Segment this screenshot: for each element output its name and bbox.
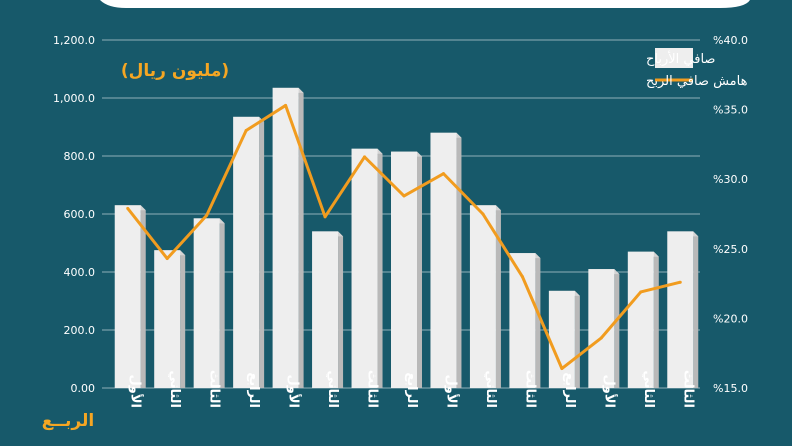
right-tick-label: %25.0 — [713, 243, 748, 256]
bar-front — [509, 253, 536, 388]
bar-front — [233, 116, 260, 388]
left-tick-label: 800.0 — [64, 150, 96, 163]
left-tick-label: 1,000.0 — [53, 92, 95, 105]
bar-front — [627, 251, 654, 388]
bar-side — [219, 218, 225, 388]
category-label: الثاني — [325, 370, 340, 408]
right-tick-label: %20.0 — [713, 312, 748, 325]
bar-side — [574, 290, 580, 388]
bar — [351, 148, 383, 388]
bar-side — [535, 253, 541, 388]
category-label: الثالث — [680, 370, 695, 408]
bar-front — [154, 250, 181, 388]
bar — [272, 87, 304, 388]
bar-side — [495, 205, 501, 388]
category-label: الثالث — [207, 370, 222, 408]
margin-point — [284, 103, 288, 107]
margin-point — [402, 194, 406, 198]
margin-point — [639, 290, 643, 294]
bar-side — [140, 205, 146, 388]
left-tick-label: 1,200.0 — [53, 34, 95, 47]
unit-label: (مليون ريال) — [121, 61, 229, 81]
right-tick-label: %40.0 — [713, 34, 748, 47]
left-tick-label: 400.0 — [64, 266, 96, 279]
bar-side — [180, 250, 186, 388]
margin-point — [205, 213, 209, 217]
category-label: الثاني — [167, 370, 182, 408]
margin-point — [520, 275, 524, 279]
right-tick-label: %15.0 — [713, 382, 748, 395]
bar-front — [548, 290, 575, 388]
margin-point — [599, 336, 603, 340]
margin-point — [481, 212, 485, 216]
bar — [588, 269, 620, 388]
right-tick-label: %35.0 — [713, 104, 748, 117]
left-tick-label: 0.00 — [71, 382, 96, 395]
margin-point — [678, 280, 682, 284]
bar — [193, 218, 225, 388]
bar-front — [114, 205, 141, 388]
category-label: الرابع — [562, 372, 577, 408]
category-label: الرابع — [404, 372, 419, 408]
bar — [430, 132, 462, 388]
bar-front — [667, 231, 694, 388]
margin-point — [126, 206, 130, 210]
left-tick-label: 200.0 — [64, 324, 96, 337]
category-label: الأول — [128, 375, 145, 409]
legend-label-line: هامش صافي الربح — [646, 74, 748, 89]
category-label: الرابع — [246, 372, 261, 408]
bar-side — [456, 132, 462, 388]
category-label: الأول — [601, 375, 618, 409]
legend-label-bar: صافي الأرباح — [646, 50, 715, 67]
legend-swatch-bar — [655, 48, 693, 68]
margin-point — [441, 172, 445, 176]
bar — [667, 231, 699, 388]
right-tick-label: %30.0 — [713, 173, 748, 186]
bar-front — [351, 148, 378, 388]
bar-side — [693, 231, 699, 388]
bar-front — [469, 205, 496, 388]
bar — [233, 116, 265, 388]
bar-side — [259, 116, 265, 388]
bar — [548, 290, 580, 388]
bar — [114, 205, 146, 388]
bar-side — [338, 231, 344, 388]
category-label: الثاني — [483, 370, 498, 408]
bar-front — [193, 218, 220, 388]
bar-side — [377, 148, 383, 388]
category-label: الأول — [443, 375, 460, 409]
bar-front — [312, 231, 339, 388]
bar-side — [298, 87, 304, 388]
bar — [312, 231, 344, 388]
margin-point — [244, 128, 248, 132]
bar-side — [417, 151, 422, 388]
x-axis-title: الربــع — [42, 411, 94, 431]
bar-front — [272, 87, 299, 388]
bar-side — [653, 251, 659, 388]
bar-side — [614, 269, 620, 388]
left-tick-label: 600.0 — [64, 208, 96, 221]
category-label: الثالث — [365, 370, 380, 408]
margin-point — [165, 257, 169, 261]
margin-point — [363, 155, 367, 159]
bar — [469, 205, 501, 388]
category-label: الثاني — [641, 370, 656, 408]
bar-front — [430, 132, 457, 388]
category-label: الأول — [286, 375, 303, 409]
bar — [509, 253, 541, 388]
bar — [627, 251, 659, 388]
margin-point — [560, 367, 564, 371]
bar — [154, 250, 186, 388]
category-label: الثالث — [522, 370, 537, 408]
margin-point — [323, 215, 327, 219]
top-frame-curve — [100, 0, 750, 8]
